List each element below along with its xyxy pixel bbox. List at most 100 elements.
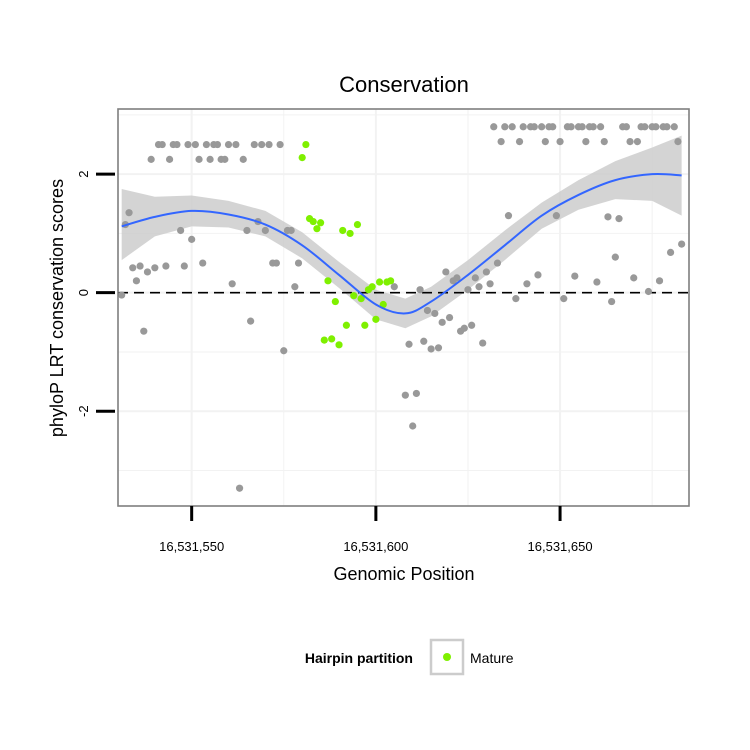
mature-point xyxy=(379,300,387,309)
other-point xyxy=(125,209,133,217)
mature-point xyxy=(342,321,350,329)
other-point xyxy=(600,137,608,146)
legend-title: Hairpin partition xyxy=(305,650,413,666)
other-point xyxy=(423,306,432,315)
other-point xyxy=(188,235,196,243)
other-point xyxy=(504,212,513,220)
other-point xyxy=(250,140,258,149)
y-axis-title: phyloP LRT conservation scores xyxy=(47,179,67,437)
other-point xyxy=(265,140,273,149)
other-point xyxy=(132,277,141,285)
other-point xyxy=(604,213,612,221)
other-point xyxy=(644,287,653,296)
other-point xyxy=(515,137,524,146)
mature-point xyxy=(387,277,395,285)
other-point xyxy=(663,123,671,131)
other-point xyxy=(434,344,443,352)
other-point xyxy=(228,280,236,288)
other-point xyxy=(552,212,560,220)
other-point xyxy=(556,137,564,146)
other-point xyxy=(224,140,233,149)
panel-border xyxy=(117,108,690,507)
other-point xyxy=(276,140,284,149)
other-point xyxy=(453,274,461,282)
mature-point xyxy=(331,297,339,306)
other-point xyxy=(493,259,502,267)
other-point xyxy=(567,123,575,131)
other-point xyxy=(287,226,295,235)
other-point xyxy=(412,389,420,398)
other-point xyxy=(655,277,664,285)
mature-point xyxy=(313,225,321,233)
other-point xyxy=(519,123,527,131)
other-point xyxy=(199,259,207,267)
other-point xyxy=(261,226,269,235)
other-point xyxy=(541,137,549,146)
other-point xyxy=(258,140,266,149)
x-axis-title: Genomic Position xyxy=(333,564,474,584)
other-point xyxy=(501,123,509,131)
mature-point xyxy=(353,220,362,229)
other-point xyxy=(191,140,199,149)
mature-point xyxy=(346,229,354,238)
other-point xyxy=(571,272,579,280)
y-axis: 2 0 -2 xyxy=(76,171,115,417)
other-point xyxy=(184,140,192,149)
other-point xyxy=(177,226,185,235)
other-point xyxy=(512,295,520,303)
other-point xyxy=(578,123,586,131)
other-point xyxy=(206,155,214,163)
other-point xyxy=(497,137,505,146)
other-point xyxy=(235,484,244,492)
other-point xyxy=(523,280,531,288)
other-point xyxy=(427,345,435,353)
mature-point xyxy=(375,278,384,286)
mature-point xyxy=(372,315,380,323)
x-tick-label: 16,531,650 xyxy=(528,539,593,554)
other-point xyxy=(622,123,630,131)
other-point xyxy=(390,283,398,291)
other-point xyxy=(213,140,222,149)
smooth-curve xyxy=(121,172,682,315)
other-point xyxy=(596,123,605,131)
other-point xyxy=(670,123,678,131)
mature-point xyxy=(309,217,317,226)
other-point xyxy=(486,280,494,288)
y-tick-label: 2 xyxy=(76,171,91,178)
other-point xyxy=(291,283,299,291)
other-point xyxy=(560,295,568,303)
x-tick-label: 16,531,550 xyxy=(159,539,224,554)
other-point xyxy=(147,155,155,163)
other-point xyxy=(162,262,170,270)
other-point xyxy=(173,140,181,149)
other-point xyxy=(589,123,597,131)
other-point xyxy=(165,155,174,163)
chart-title: Conservation xyxy=(339,72,469,97)
other-point xyxy=(593,278,601,286)
other-point xyxy=(158,140,166,149)
other-point xyxy=(247,317,255,325)
other-point xyxy=(630,274,638,282)
other-point xyxy=(538,123,546,131)
y-tick-label: -2 xyxy=(76,405,91,417)
other-point xyxy=(416,286,424,294)
other-point xyxy=(479,339,487,347)
mature-point xyxy=(302,140,310,149)
other-point xyxy=(626,137,634,146)
other-point xyxy=(608,297,616,306)
points-layer xyxy=(118,123,686,492)
other-point xyxy=(490,123,498,131)
other-point xyxy=(582,137,590,146)
other-point xyxy=(294,259,303,267)
other-point xyxy=(143,268,152,276)
mature-point xyxy=(320,336,328,344)
other-point xyxy=(442,268,450,276)
other-point xyxy=(202,140,211,149)
legend-entry-mature: Mature xyxy=(470,650,514,666)
other-point xyxy=(641,123,649,131)
mature-point xyxy=(298,153,306,162)
other-point xyxy=(140,327,148,335)
other-point xyxy=(475,283,483,291)
mature-point xyxy=(361,321,369,329)
